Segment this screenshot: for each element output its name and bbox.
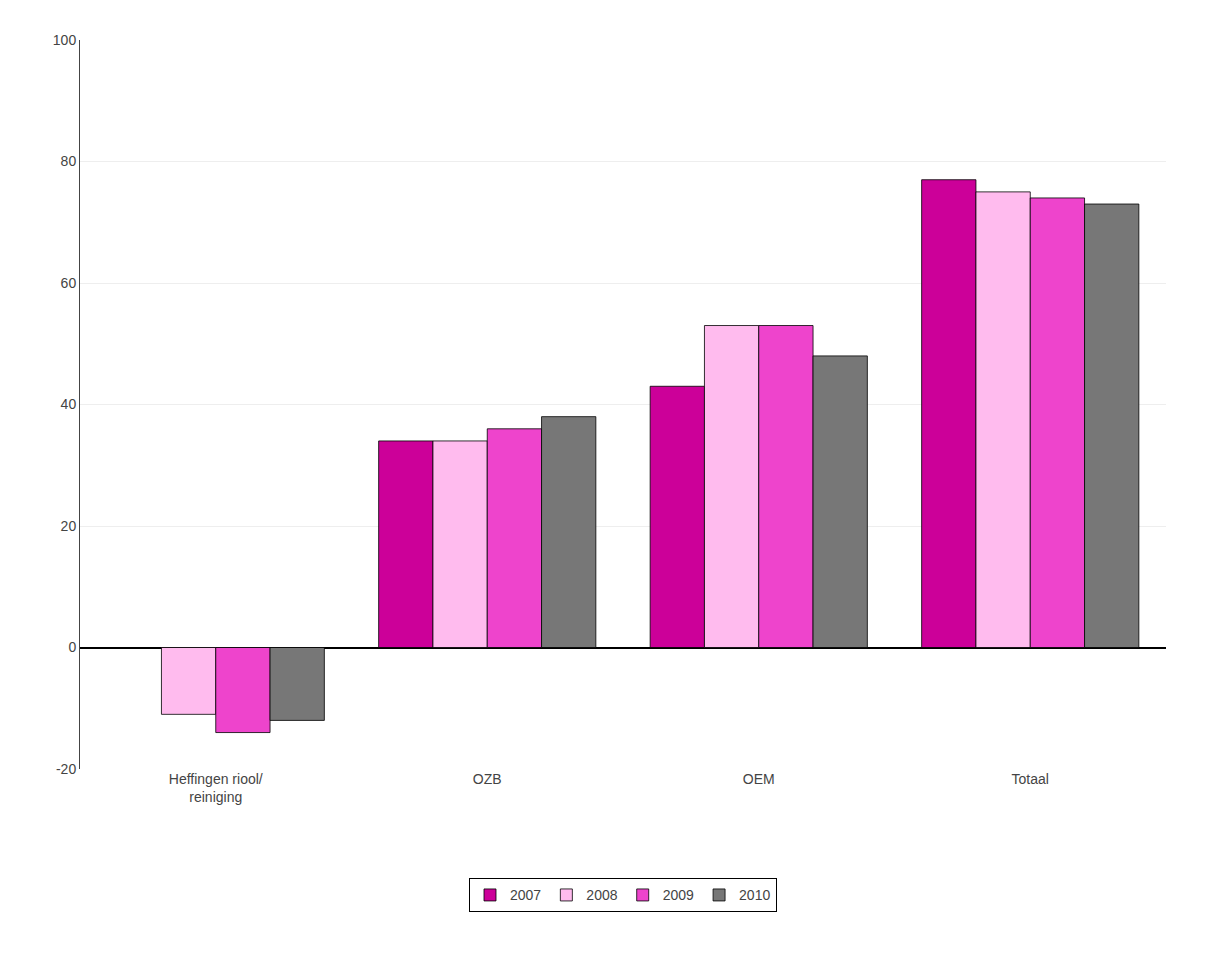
svg-text:2009: 2009 <box>663 887 694 903</box>
svg-text:20: 20 <box>61 518 77 534</box>
svg-text:Totaal: Totaal <box>1012 771 1049 787</box>
svg-text:40: 40 <box>61 396 77 412</box>
svg-text:2007: 2007 <box>510 887 541 903</box>
svg-text:2010: 2010 <box>739 887 770 903</box>
svg-text:60: 60 <box>61 275 77 291</box>
svg-text:80: 80 <box>61 153 77 169</box>
svg-text:100: 100 <box>53 32 77 48</box>
svg-text:2008: 2008 <box>586 887 617 903</box>
svg-text:OEM: OEM <box>743 771 775 787</box>
svg-text:OZB: OZB <box>473 771 502 787</box>
svg-text:0: 0 <box>68 639 76 655</box>
svg-text:-20: -20 <box>56 761 76 777</box>
svg-text:Heffingen riool/reiniging: Heffingen riool/reiniging <box>169 771 263 805</box>
